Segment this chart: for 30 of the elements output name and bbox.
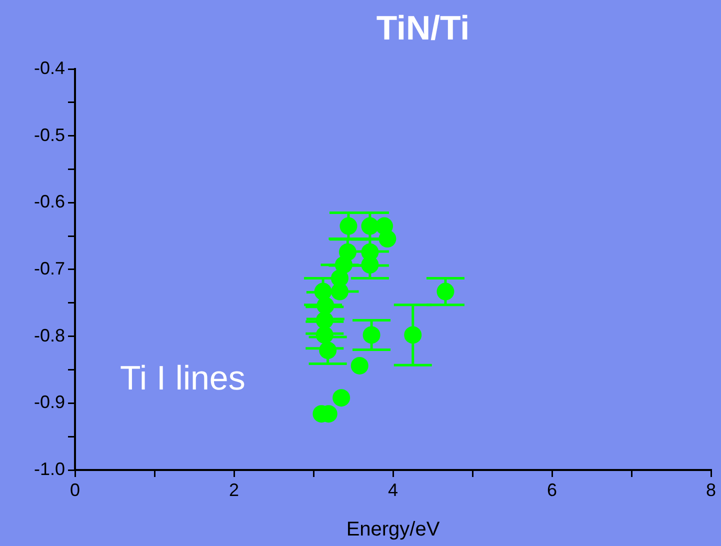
point xyxy=(319,342,337,360)
y-tick-label: -0.6 xyxy=(34,192,65,212)
point xyxy=(378,230,396,248)
point xyxy=(316,312,334,330)
y-tick-label: -0.4 xyxy=(34,58,65,78)
chart-title: TiN/Ti xyxy=(376,9,470,48)
point xyxy=(316,326,334,344)
y-tick-label: -0.5 xyxy=(34,124,65,145)
x-tick-label: 4 xyxy=(388,480,398,500)
x-tick-label: 6 xyxy=(546,480,558,500)
y-tick-label: -0.9 xyxy=(34,392,65,412)
x-tick-label: 0 xyxy=(70,480,80,500)
y-tick-label: -0.7 xyxy=(34,258,65,278)
point xyxy=(436,282,454,300)
point xyxy=(340,217,358,235)
point xyxy=(361,217,379,235)
point xyxy=(314,282,332,300)
x-axis-title: Energy/eV xyxy=(346,518,440,541)
point xyxy=(330,282,348,300)
point xyxy=(332,389,350,407)
y-tick-label: -1.0 xyxy=(34,458,65,479)
point xyxy=(316,296,334,314)
point xyxy=(350,356,368,374)
point xyxy=(404,326,422,344)
point xyxy=(334,256,352,274)
x-tick-label: 8 xyxy=(706,480,716,500)
point xyxy=(362,326,380,344)
y-tick-label: -0.8 xyxy=(34,325,65,346)
annotation: Ti I lines xyxy=(120,359,246,398)
x-tick-label: 2 xyxy=(228,480,240,500)
